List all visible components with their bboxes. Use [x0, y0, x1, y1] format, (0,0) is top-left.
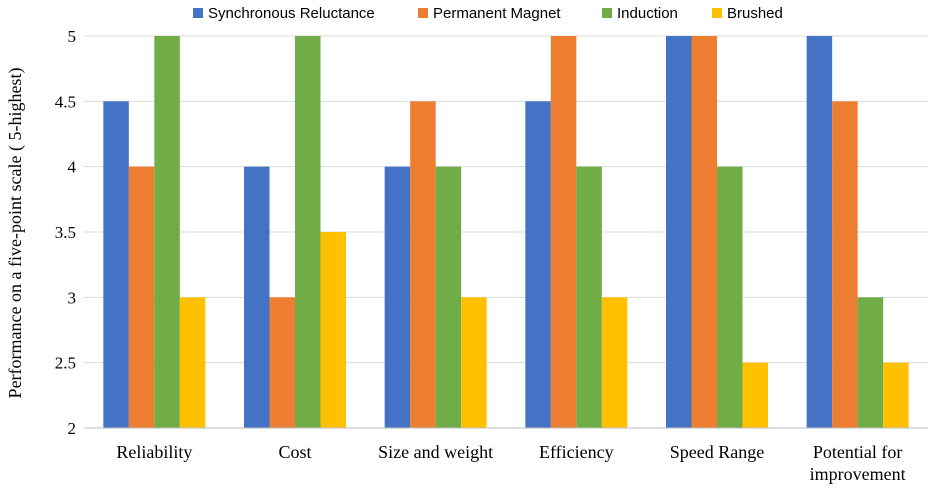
legend-swatch: [602, 8, 612, 18]
legend-swatch: [193, 8, 203, 18]
legend-swatch: [712, 8, 722, 18]
bar-brushed-1: [320, 232, 346, 428]
legend: Synchronous Reluctance Permanent Magnet In…: [193, 5, 783, 22]
x-category-label: Size and weight: [378, 442, 493, 462]
bar-induction-1: [295, 36, 321, 428]
y-tick-label: 3: [68, 288, 77, 307]
bar-permanent-magnet-5: [832, 101, 858, 428]
bar-brushed-4: [742, 362, 768, 428]
bar-synchronous-reluctance-1: [244, 166, 270, 428]
bar-brushed-5: [883, 362, 909, 428]
bar-permanent-magnet-2: [410, 101, 436, 428]
bar-permanent-magnet-3: [550, 36, 577, 428]
legend-swatch: [418, 8, 428, 18]
bar-brushed-2: [461, 297, 487, 428]
bar-induction-0: [154, 36, 180, 428]
bar-induction-4: [717, 166, 743, 428]
bar-induction-5: [857, 297, 884, 428]
bar-synchronous-reluctance-5: [806, 36, 833, 428]
bar-permanent-magnet-0: [128, 166, 155, 428]
bar-synchronous-reluctance-0: [103, 101, 129, 428]
bars: [103, 36, 909, 428]
y-tick-label: 3.5: [55, 223, 76, 242]
legend-label: Synchronous Reluctance: [208, 5, 375, 22]
bar-induction-3: [576, 166, 602, 428]
x-category-label: Efficiency: [539, 442, 614, 462]
legend-label: Permanent Magnet: [433, 5, 561, 22]
bar-synchronous-reluctance-3: [525, 101, 551, 428]
bar-brushed-0: [179, 297, 206, 428]
y-axis-ticks: 2 2.5 3 3.5 4 4.5 5: [55, 27, 77, 438]
bar-permanent-magnet-4: [691, 36, 717, 428]
x-category-label: Potential for improvement: [810, 442, 906, 484]
bar-permanent-magnet-1: [269, 297, 295, 428]
y-tick-label: 4.5: [55, 92, 76, 111]
y-tick-label: 2.5: [55, 354, 76, 373]
x-category-label: Cost: [278, 442, 311, 462]
bar-induction-2: [435, 166, 462, 428]
y-tick-label: 5: [68, 27, 77, 46]
legend-label: Brushed: [727, 5, 783, 22]
y-axis-label: Performance on a five-point scale ( 5-hi…: [5, 68, 26, 399]
bar-brushed-3: [601, 297, 628, 428]
y-tick-label: 4: [68, 158, 77, 177]
x-category-label: Speed Range: [670, 442, 764, 462]
legend-label: Induction: [617, 5, 678, 22]
x-axis-categories: Reliability Cost Size and weight Efficiency…: [116, 442, 905, 484]
y-tick-label: 2: [68, 419, 77, 438]
bar-synchronous-reluctance-4: [666, 36, 692, 428]
bar-synchronous-reluctance-2: [384, 166, 411, 428]
x-category-label: Reliability: [116, 442, 192, 462]
gridlines: [84, 35, 928, 429]
